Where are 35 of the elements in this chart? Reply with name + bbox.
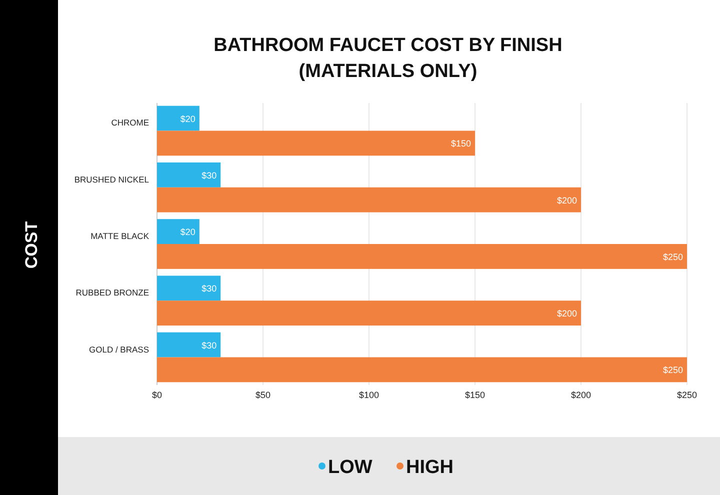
data-label: $150	[450, 138, 471, 149]
bar	[157, 130, 475, 156]
bar	[157, 357, 687, 382]
x-tick-label: $100	[358, 390, 380, 400]
x-tick-label: $250	[676, 390, 698, 400]
data-label: $200	[556, 195, 577, 206]
bar	[157, 219, 200, 244]
bar	[157, 187, 581, 212]
data-label: $20	[180, 227, 196, 238]
bar	[157, 106, 200, 131]
bar	[157, 300, 581, 326]
bar	[157, 162, 221, 188]
data-label: $30	[202, 284, 217, 294]
bar	[157, 332, 221, 358]
data-label: $200	[556, 308, 577, 319]
data-label: $30	[202, 340, 217, 350]
y-tick-label: BRUSHED NICKEL	[74, 174, 150, 184]
data-label: $20	[180, 114, 196, 124]
x-tick-label: $150	[464, 390, 486, 400]
legend-label: HIGH	[406, 457, 454, 478]
legend-label: LOW	[328, 457, 372, 478]
y-tick-label: CHROME	[111, 118, 150, 128]
y-tick-label: RUBBED BRONZE	[76, 288, 150, 298]
chart-title: BATHROOM FAUCET COST BY FINISH (MATERIALS ONLY)	[214, 35, 562, 82]
bar	[157, 244, 687, 269]
x-tick-label: $50	[255, 390, 271, 400]
x-tick-label: $0	[152, 390, 162, 400]
data-label: $250	[662, 252, 683, 262]
y-tick-label: MATTE BLACK	[90, 231, 150, 241]
y-tick-label: GOLD / BRASS	[89, 344, 150, 354]
data-label: $250	[662, 365, 683, 376]
bar	[157, 276, 221, 301]
data-label: $30	[202, 170, 217, 180]
y-axis-title: COST	[22, 220, 41, 269]
x-tick-label: $200	[570, 390, 592, 400]
